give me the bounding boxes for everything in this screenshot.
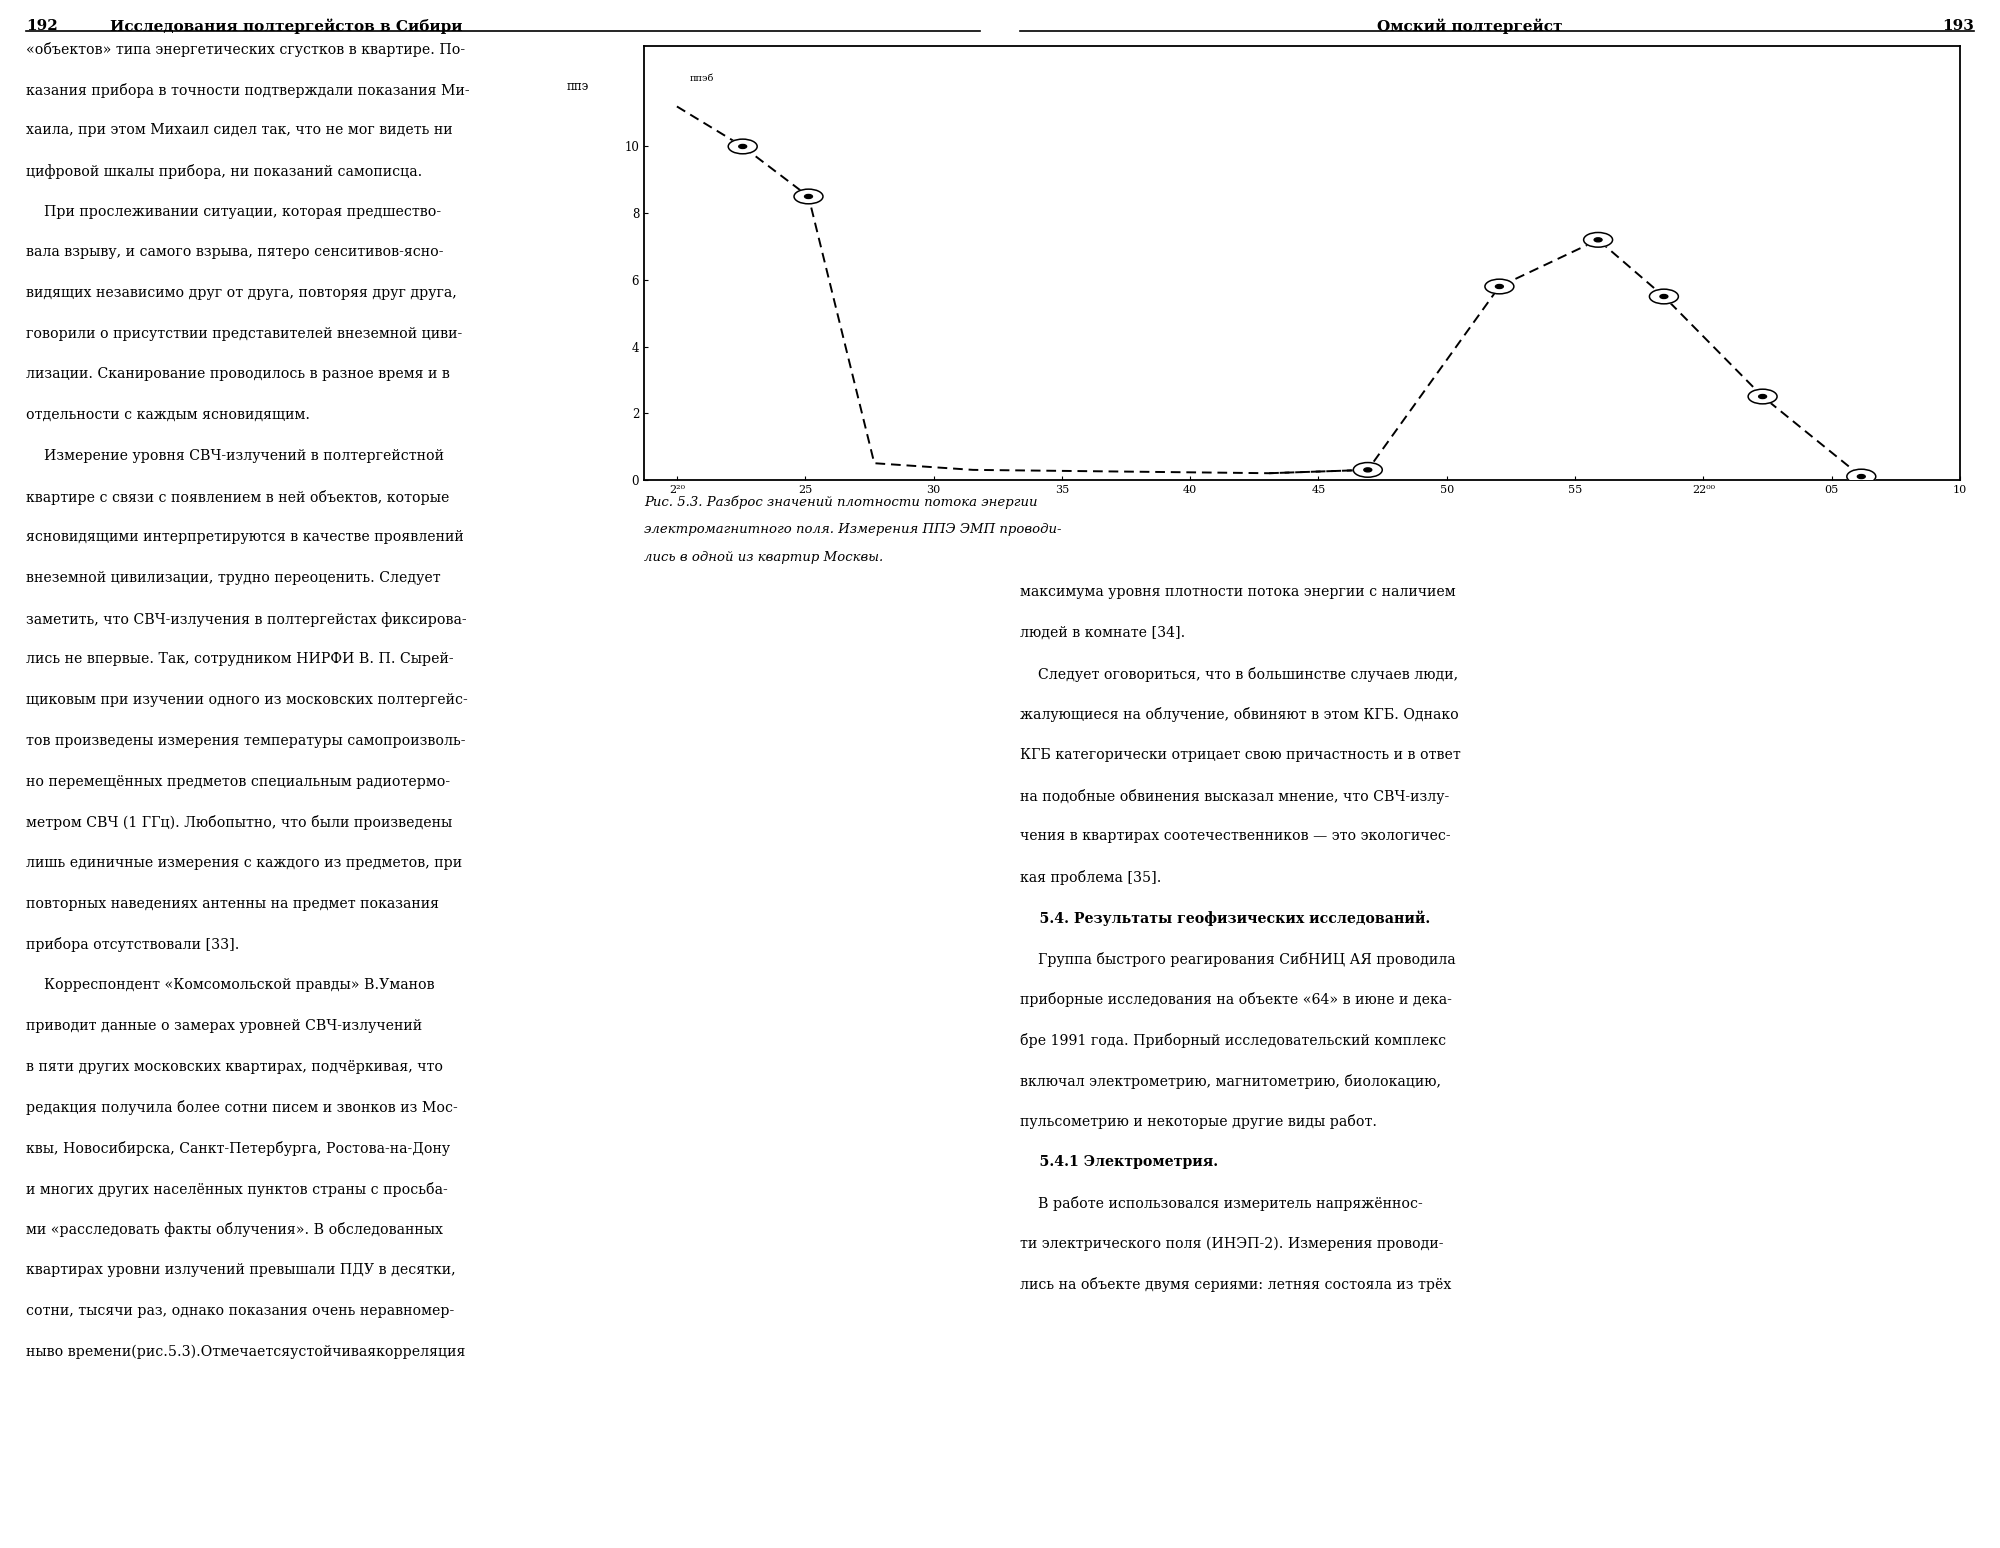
Text: на подобные обвинения высказал мнение, что СВЧ-излу-: на подобные обвинения высказал мнение, ч… [1020,789,1450,803]
Text: Исследования полтергейстов в Сибири: Исследования полтергейстов в Сибири [110,19,462,34]
Text: но перемещённых предметов специальным радиотермо-: но перемещённых предметов специальным ра… [26,774,450,788]
Text: 192: 192 [26,19,58,33]
Text: чения в квартирах соотечественников — это экологичес-: чения в квартирах соотечественников — эт… [1020,830,1450,844]
Circle shape [1496,285,1504,288]
Text: видящих независимо друг от друга, повторяя друг друга,: видящих независимо друг от друга, повтор… [26,286,456,300]
Text: приводит данные о замерах уровней СВЧ-излучений: приводит данные о замерах уровней СВЧ-из… [26,1019,422,1033]
Text: 193: 193 [1942,19,1974,33]
Circle shape [738,144,746,149]
Circle shape [1364,467,1372,472]
Text: казания прибора в точности подтверждали показания Ми-: казания прибора в точности подтверждали … [26,82,470,98]
Text: электромагнитного поля. Измерения ППЭ ЭМП проводи-: электромагнитного поля. Измерения ППЭ ЭМ… [644,523,1062,536]
Text: ми «расследовать факты облучения». В обследованных: ми «расследовать факты облучения». В обс… [26,1223,444,1237]
Text: «объектов» типа энергетических сгустков в квартире. По-: «объектов» типа энергетических сгустков … [26,42,466,57]
Text: прибора отсутствовали [33].: прибора отсутствовали [33]. [26,938,240,952]
Circle shape [1650,289,1678,303]
Text: в пяти других московских квартирах, подчёркивая, что: в пяти других московских квартирах, подч… [26,1059,444,1074]
Text: вала взрыву, и самого взрыва, пятеро сенситивов-ясно-: вала взрыву, и самого взрыва, пятеро сен… [26,246,444,260]
Text: Омский полтергейст: Омский полтергейст [1378,19,1562,34]
Text: редакция получила более сотни писем и звонков из Мос-: редакция получила более сотни писем и зв… [26,1101,458,1115]
Text: отдельности с каждым ясновидящим.: отдельности с каждым ясновидящим. [26,409,310,423]
Circle shape [1584,232,1612,248]
Text: ясновидящими интерпретируются в качестве проявлений: ясновидящими интерпретируются в качестве… [26,531,464,545]
Text: лизации. Сканирование проводилось в разное время и в: лизации. Сканирование проводилось в разн… [26,367,450,381]
Text: повторных наведениях антенны на предмет показания: повторных наведениях антенны на предмет … [26,896,440,910]
Circle shape [1858,475,1866,478]
Text: Измерение уровня СВЧ-излучений в полтергейстной: Измерение уровня СВЧ-излучений в полтерг… [26,449,444,463]
Text: Рис. 5.3. Разброс значений плотности потока энергии: Рис. 5.3. Разброс значений плотности пот… [644,495,1038,509]
Text: и многих других населённых пунктов страны с просьба-: и многих других населённых пунктов стран… [26,1181,448,1197]
Text: При прослеживании ситуации, которая предшество-: При прослеживании ситуации, которая пред… [26,204,442,218]
Circle shape [794,189,822,204]
Text: квартирах уровни излучений превышали ПДУ в десятки,: квартирах уровни излучений превышали ПДУ… [26,1263,456,1277]
Circle shape [1748,389,1778,404]
Text: квы, Новосибирска, Санкт-Петербурга, Ростова-на-Дону: квы, Новосибирска, Санкт-Петербурга, Рос… [26,1141,450,1156]
Text: приборные исследования на объекте «64» в июне и дека-: приборные исследования на объекте «64» в… [1020,992,1452,1008]
Text: цифровой шкалы прибора, ни показаний самописца.: цифровой шкалы прибора, ни показаний сам… [26,164,422,180]
Text: включал электрометрию, магнитометрию, биолокацию,: включал электрометрию, магнитометрию, би… [1020,1074,1440,1088]
Text: В работе использовался измеритель напряжённос-: В работе использовался измеритель напряж… [1020,1195,1422,1211]
Text: ныво времени(рис.5.3).Отмечаетсяустойчиваякорреляция: ныво времени(рис.5.3).Отмечаетсяустойчив… [26,1345,466,1359]
Text: людей в комнате [34].: людей в комнате [34]. [1020,625,1186,639]
Text: лись в одной из квартир Москвы.: лись в одной из квартир Москвы. [644,551,884,563]
Circle shape [804,195,812,198]
Text: хаила, при этом Михаил сидел так, что не мог видеть ни: хаила, при этом Михаил сидел так, что не… [26,124,452,138]
Circle shape [1660,294,1668,299]
Circle shape [728,139,758,153]
Circle shape [1594,238,1602,241]
Text: лись на объекте двумя сериями: летняя состояла из трёх: лись на объекте двумя сериями: летняя со… [1020,1277,1452,1293]
Text: тов произведены измерения температуры самопроизволь-: тов произведены измерения температуры са… [26,734,466,748]
Circle shape [1484,279,1514,294]
Text: ппэ: ппэ [568,80,590,93]
Text: щиковым при изучении одного из московских полтергейс-: щиковым при изучении одного из московски… [26,694,468,707]
Text: максимума уровня плотности потока энергии с наличием: максимума уровня плотности потока энерги… [1020,585,1456,599]
Text: лись не впервые. Так, сотрудником НИРФИ В. П. Сырей-: лись не впервые. Так, сотрудником НИРФИ … [26,653,454,667]
Text: сотни, тысячи раз, однако показания очень неравномер-: сотни, тысячи раз, однако показания очен… [26,1303,454,1317]
Text: жалующиеся на облучение, обвиняют в этом КГБ. Однако: жалующиеся на облучение, обвиняют в этом… [1020,707,1458,723]
Text: Корреспондент «Комсомольской правды» В.Уманов: Корреспондент «Комсомольской правды» В.У… [26,978,434,992]
Circle shape [1354,463,1382,477]
Text: метром СВЧ (1 ГГц). Любопытно, что были произведены: метром СВЧ (1 ГГц). Любопытно, что были … [26,816,452,830]
Text: лишь единичные измерения с каждого из предметов, при: лишь единичные измерения с каждого из пр… [26,856,462,870]
Text: 5.4.1 Электрометрия.: 5.4.1 Электрометрия. [1020,1155,1218,1169]
Text: говорили о присутствии представителей внеземной циви-: говорили о присутствии представителей вн… [26,327,462,341]
Text: ппэб: ппэб [690,74,714,84]
Text: ти электрического поля (ИНЭП-2). Измерения проводи-: ти электрического поля (ИНЭП-2). Измерен… [1020,1237,1444,1251]
Text: 5.4. Результаты геофизических исследований.: 5.4. Результаты геофизических исследован… [1020,910,1430,926]
Text: Группа быстрого реагирования СибНИЦ АЯ проводила: Группа быстрого реагирования СибНИЦ АЯ п… [1020,952,1456,966]
Text: квартире с связи с появлением в ней объектов, которые: квартире с связи с появлением в ней объе… [26,489,450,505]
Text: бре 1991 года. Приборный исследовательский комплекс: бре 1991 года. Приборный исследовательск… [1020,1033,1446,1048]
Text: КГБ категорически отрицает свою причастность и в ответ: КГБ категорически отрицает свою причастн… [1020,748,1460,762]
Text: кая проблема [35].: кая проблема [35]. [1020,870,1162,885]
Text: внеземной цивилизации, трудно переоценить. Следует: внеземной цивилизации, трудно переоценит… [26,571,440,585]
Circle shape [1758,395,1766,398]
Text: заметить, что СВЧ-излучения в полтергейстах фиксирова-: заметить, что СВЧ-излучения в полтергейс… [26,611,466,627]
Circle shape [1846,469,1876,485]
Text: Следует оговориться, что в большинстве случаев люди,: Следует оговориться, что в большинстве с… [1020,667,1458,681]
Text: пульсометрию и некоторые другие виды работ.: пульсометрию и некоторые другие виды раб… [1020,1115,1376,1130]
